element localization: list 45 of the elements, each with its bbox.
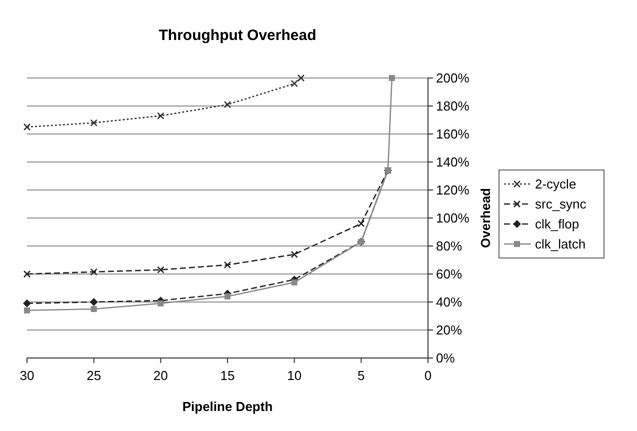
point bbox=[358, 220, 365, 228]
x-tick-label: 5 bbox=[358, 368, 365, 383]
point bbox=[297, 74, 305, 82]
point bbox=[388, 75, 395, 81]
y-tick-label: 20% bbox=[436, 322, 462, 338]
legend-label: clk_flop bbox=[535, 216, 580, 232]
x-tick-label: 25 bbox=[86, 368, 102, 383]
point bbox=[224, 100, 232, 108]
y-tick-label: 60% bbox=[436, 266, 462, 282]
x-tick-label: 0 bbox=[424, 368, 432, 383]
legend-label: src_sync bbox=[535, 196, 587, 212]
x-tick-label: 10 bbox=[287, 368, 302, 383]
x-tick-label: 15 bbox=[220, 368, 235, 383]
y-tick-label: 0% bbox=[436, 350, 456, 366]
y-tick-label: 80% bbox=[436, 238, 462, 254]
point bbox=[290, 250, 298, 258]
x-axis-title: Pipeline Depth bbox=[182, 399, 273, 414]
x-tick-label: 20 bbox=[153, 368, 168, 383]
y-tick-label: 160% bbox=[436, 126, 470, 142]
chart-title: Throughput Overhead bbox=[158, 27, 316, 44]
y-tick-label: 180% bbox=[436, 98, 470, 114]
point bbox=[157, 112, 164, 120]
y-tick-label: 140% bbox=[436, 154, 470, 170]
point bbox=[90, 298, 98, 306]
point bbox=[158, 300, 164, 306]
y-tick-label: 100% bbox=[436, 210, 470, 226]
point bbox=[90, 119, 98, 126]
point bbox=[23, 270, 31, 278]
y-tick-label: 40% bbox=[436, 294, 462, 310]
legend-label: clk_latch bbox=[535, 236, 586, 252]
y-tick-label: 120% bbox=[436, 182, 470, 198]
point bbox=[23, 299, 31, 308]
point bbox=[90, 268, 98, 276]
point bbox=[24, 307, 30, 314]
point bbox=[224, 293, 230, 300]
point bbox=[90, 306, 97, 312]
y-axis-title: Overhead bbox=[478, 188, 493, 248]
point bbox=[290, 80, 298, 88]
x-tick-label: 30 bbox=[20, 368, 34, 383]
point bbox=[291, 279, 298, 286]
point bbox=[224, 261, 232, 269]
point bbox=[23, 123, 31, 131]
y-tick-label: 200% bbox=[436, 70, 470, 86]
point bbox=[157, 266, 164, 274]
legend-label: 2-cycle bbox=[535, 176, 576, 192]
